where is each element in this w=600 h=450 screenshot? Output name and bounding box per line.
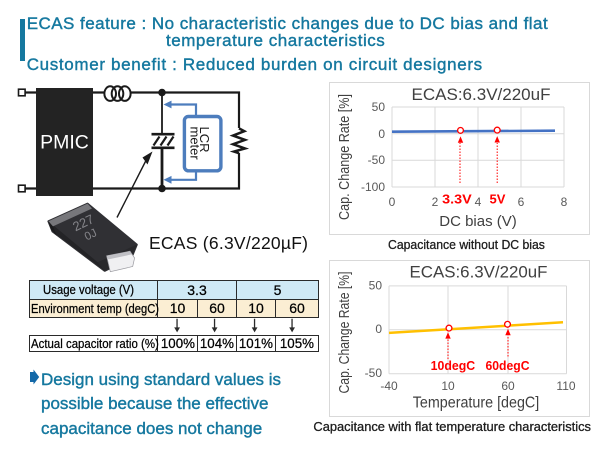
svg-text:Cap. Change Rate [%]: Cap. Change Rate [%]: [336, 271, 353, 393]
svg-text:10: 10: [441, 379, 455, 393]
svg-text:3.3V: 3.3V: [442, 191, 472, 206]
svg-text:10degC: 10degC: [431, 358, 476, 373]
svg-text:ECAS:6.3V/220uF: ECAS:6.3V/220uF: [410, 262, 548, 281]
svg-text:110: 110: [556, 379, 575, 393]
svg-text:-50: -50: [368, 153, 386, 167]
svg-text:-50: -50: [365, 366, 383, 380]
svg-text:0: 0: [389, 195, 396, 209]
svg-text:0J: 0J: [83, 227, 99, 243]
svg-text:50: 50: [372, 100, 386, 114]
svg-text:LCR: LCR: [197, 127, 212, 153]
svg-text:0: 0: [378, 127, 385, 141]
svg-text:2: 2: [432, 195, 439, 209]
svg-text:DC bias (V): DC bias (V): [439, 213, 517, 230]
svg-text:meter: meter: [187, 127, 202, 161]
svg-text:-40: -40: [380, 379, 398, 393]
svg-text:50: 50: [369, 278, 383, 292]
svg-text:6: 6: [518, 195, 525, 209]
svg-text:8: 8: [561, 195, 568, 209]
svg-text:Cap. Change Rate [%]: Cap. Change Rate [%]: [336, 94, 353, 220]
svg-text:4: 4: [475, 195, 482, 209]
svg-text:0: 0: [375, 322, 382, 336]
svg-text:Temperature [degC]: Temperature [degC]: [413, 394, 540, 411]
svg-text:5V: 5V: [490, 191, 506, 206]
svg-text:60: 60: [501, 379, 515, 393]
svg-text:PMIC: PMIC: [40, 132, 89, 154]
svg-text:-100: -100: [361, 180, 385, 194]
svg-text:ECAS:6.3V/220uF: ECAS:6.3V/220uF: [412, 85, 551, 104]
svg-text:60degC: 60degC: [486, 358, 531, 373]
